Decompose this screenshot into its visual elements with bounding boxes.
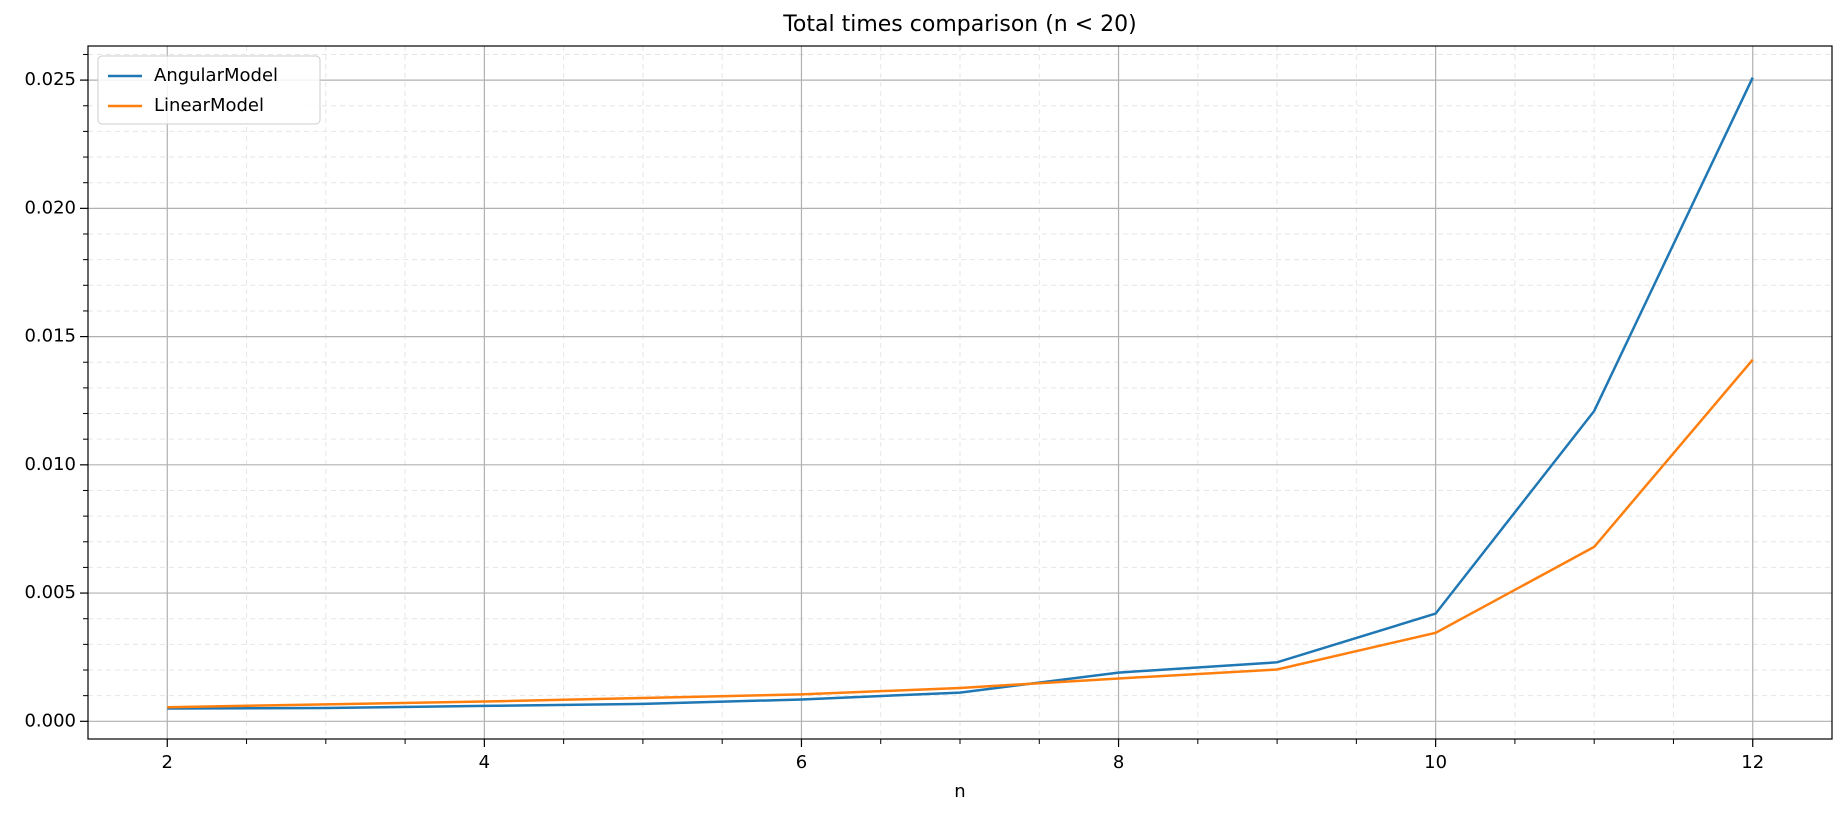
legend-label: AngularModel bbox=[154, 65, 278, 86]
legend-box bbox=[97, 55, 321, 125]
y-tick-label: 0.010 bbox=[24, 454, 76, 475]
x-tick-label: 4 bbox=[479, 752, 490, 773]
chart-title: Total times comparison (n < 20) bbox=[782, 12, 1137, 37]
plot-frame bbox=[87, 45, 1833, 740]
x-tick-label: 10 bbox=[1424, 752, 1447, 773]
y-tick-label: 0.005 bbox=[24, 582, 76, 603]
y-tick-label: 0.015 bbox=[24, 326, 76, 347]
legend-label: LinearModel bbox=[154, 95, 264, 116]
x-tick-label: 2 bbox=[162, 752, 173, 773]
x-tick-label: 8 bbox=[1113, 752, 1124, 773]
data-line bbox=[167, 77, 1754, 710]
y-tick-label: 0.025 bbox=[24, 69, 76, 90]
y-tick-label: 0.000 bbox=[24, 710, 76, 731]
data-line bbox=[167, 358, 1754, 709]
x-axis-label: n bbox=[954, 781, 965, 802]
x-tick-label: 12 bbox=[1741, 752, 1764, 773]
x-tick-label: 6 bbox=[796, 752, 807, 773]
y-tick-label: 0.020 bbox=[24, 197, 76, 218]
